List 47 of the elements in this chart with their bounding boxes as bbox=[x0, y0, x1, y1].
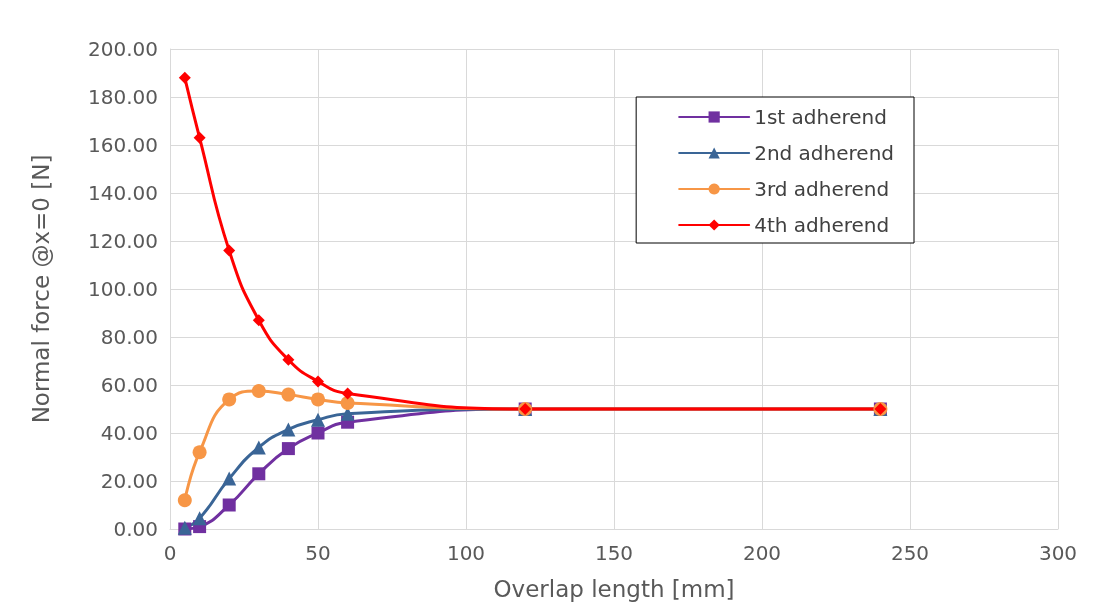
point bbox=[178, 71, 191, 84]
point bbox=[311, 412, 325, 427]
x-axis-title: Overlap length [mm] bbox=[493, 575, 735, 602]
y-tick-label: 100.00 bbox=[88, 277, 158, 301]
y-tick-label: 200.00 bbox=[88, 37, 158, 61]
x-tick-label: 250 bbox=[890, 541, 930, 565]
point bbox=[311, 392, 325, 407]
point bbox=[281, 422, 296, 437]
y-tick-label: 80.00 bbox=[100, 325, 158, 349]
y-tick-label: 0.00 bbox=[113, 517, 158, 541]
point bbox=[223, 244, 236, 257]
point bbox=[177, 493, 192, 508]
point bbox=[192, 511, 207, 526]
y-axis-title: Normal force @x=0 [N] bbox=[27, 154, 54, 424]
legend-label: 3rd adherend bbox=[754, 177, 890, 201]
point bbox=[281, 387, 296, 402]
y-tick-label: 180.00 bbox=[88, 85, 158, 109]
legend-label: 1st adherend bbox=[754, 105, 887, 129]
point bbox=[193, 131, 206, 144]
point bbox=[312, 375, 324, 388]
point bbox=[341, 387, 354, 400]
y-tick-label: 140.00 bbox=[88, 181, 158, 205]
point bbox=[251, 440, 266, 455]
x-tick-label: 100 bbox=[446, 541, 486, 565]
point bbox=[252, 314, 265, 327]
point bbox=[282, 353, 295, 366]
legend-label: 2nd adherend bbox=[754, 141, 894, 165]
point bbox=[251, 384, 266, 398]
x-tick-label: 0 bbox=[163, 541, 177, 565]
point bbox=[222, 498, 236, 512]
point bbox=[252, 467, 266, 481]
y-tick-label: 40.00 bbox=[100, 421, 158, 445]
y-tick-label: 20.00 bbox=[100, 469, 158, 493]
point bbox=[311, 426, 325, 440]
point bbox=[222, 471, 237, 486]
point bbox=[222, 392, 237, 407]
x-tick-label: 150 bbox=[594, 541, 634, 565]
y-tick-label: 60.00 bbox=[100, 373, 158, 397]
point bbox=[192, 445, 207, 460]
x-tick-label: 200 bbox=[742, 541, 782, 565]
legend-label: 4th adherend bbox=[754, 213, 890, 237]
x-tick-label: 300 bbox=[1038, 541, 1078, 565]
point bbox=[281, 442, 295, 456]
point bbox=[340, 396, 355, 410]
y-tick-label: 160.00 bbox=[88, 133, 158, 157]
x-tick-label: 50 bbox=[305, 541, 331, 565]
y-tick-label: 120.00 bbox=[88, 229, 158, 253]
